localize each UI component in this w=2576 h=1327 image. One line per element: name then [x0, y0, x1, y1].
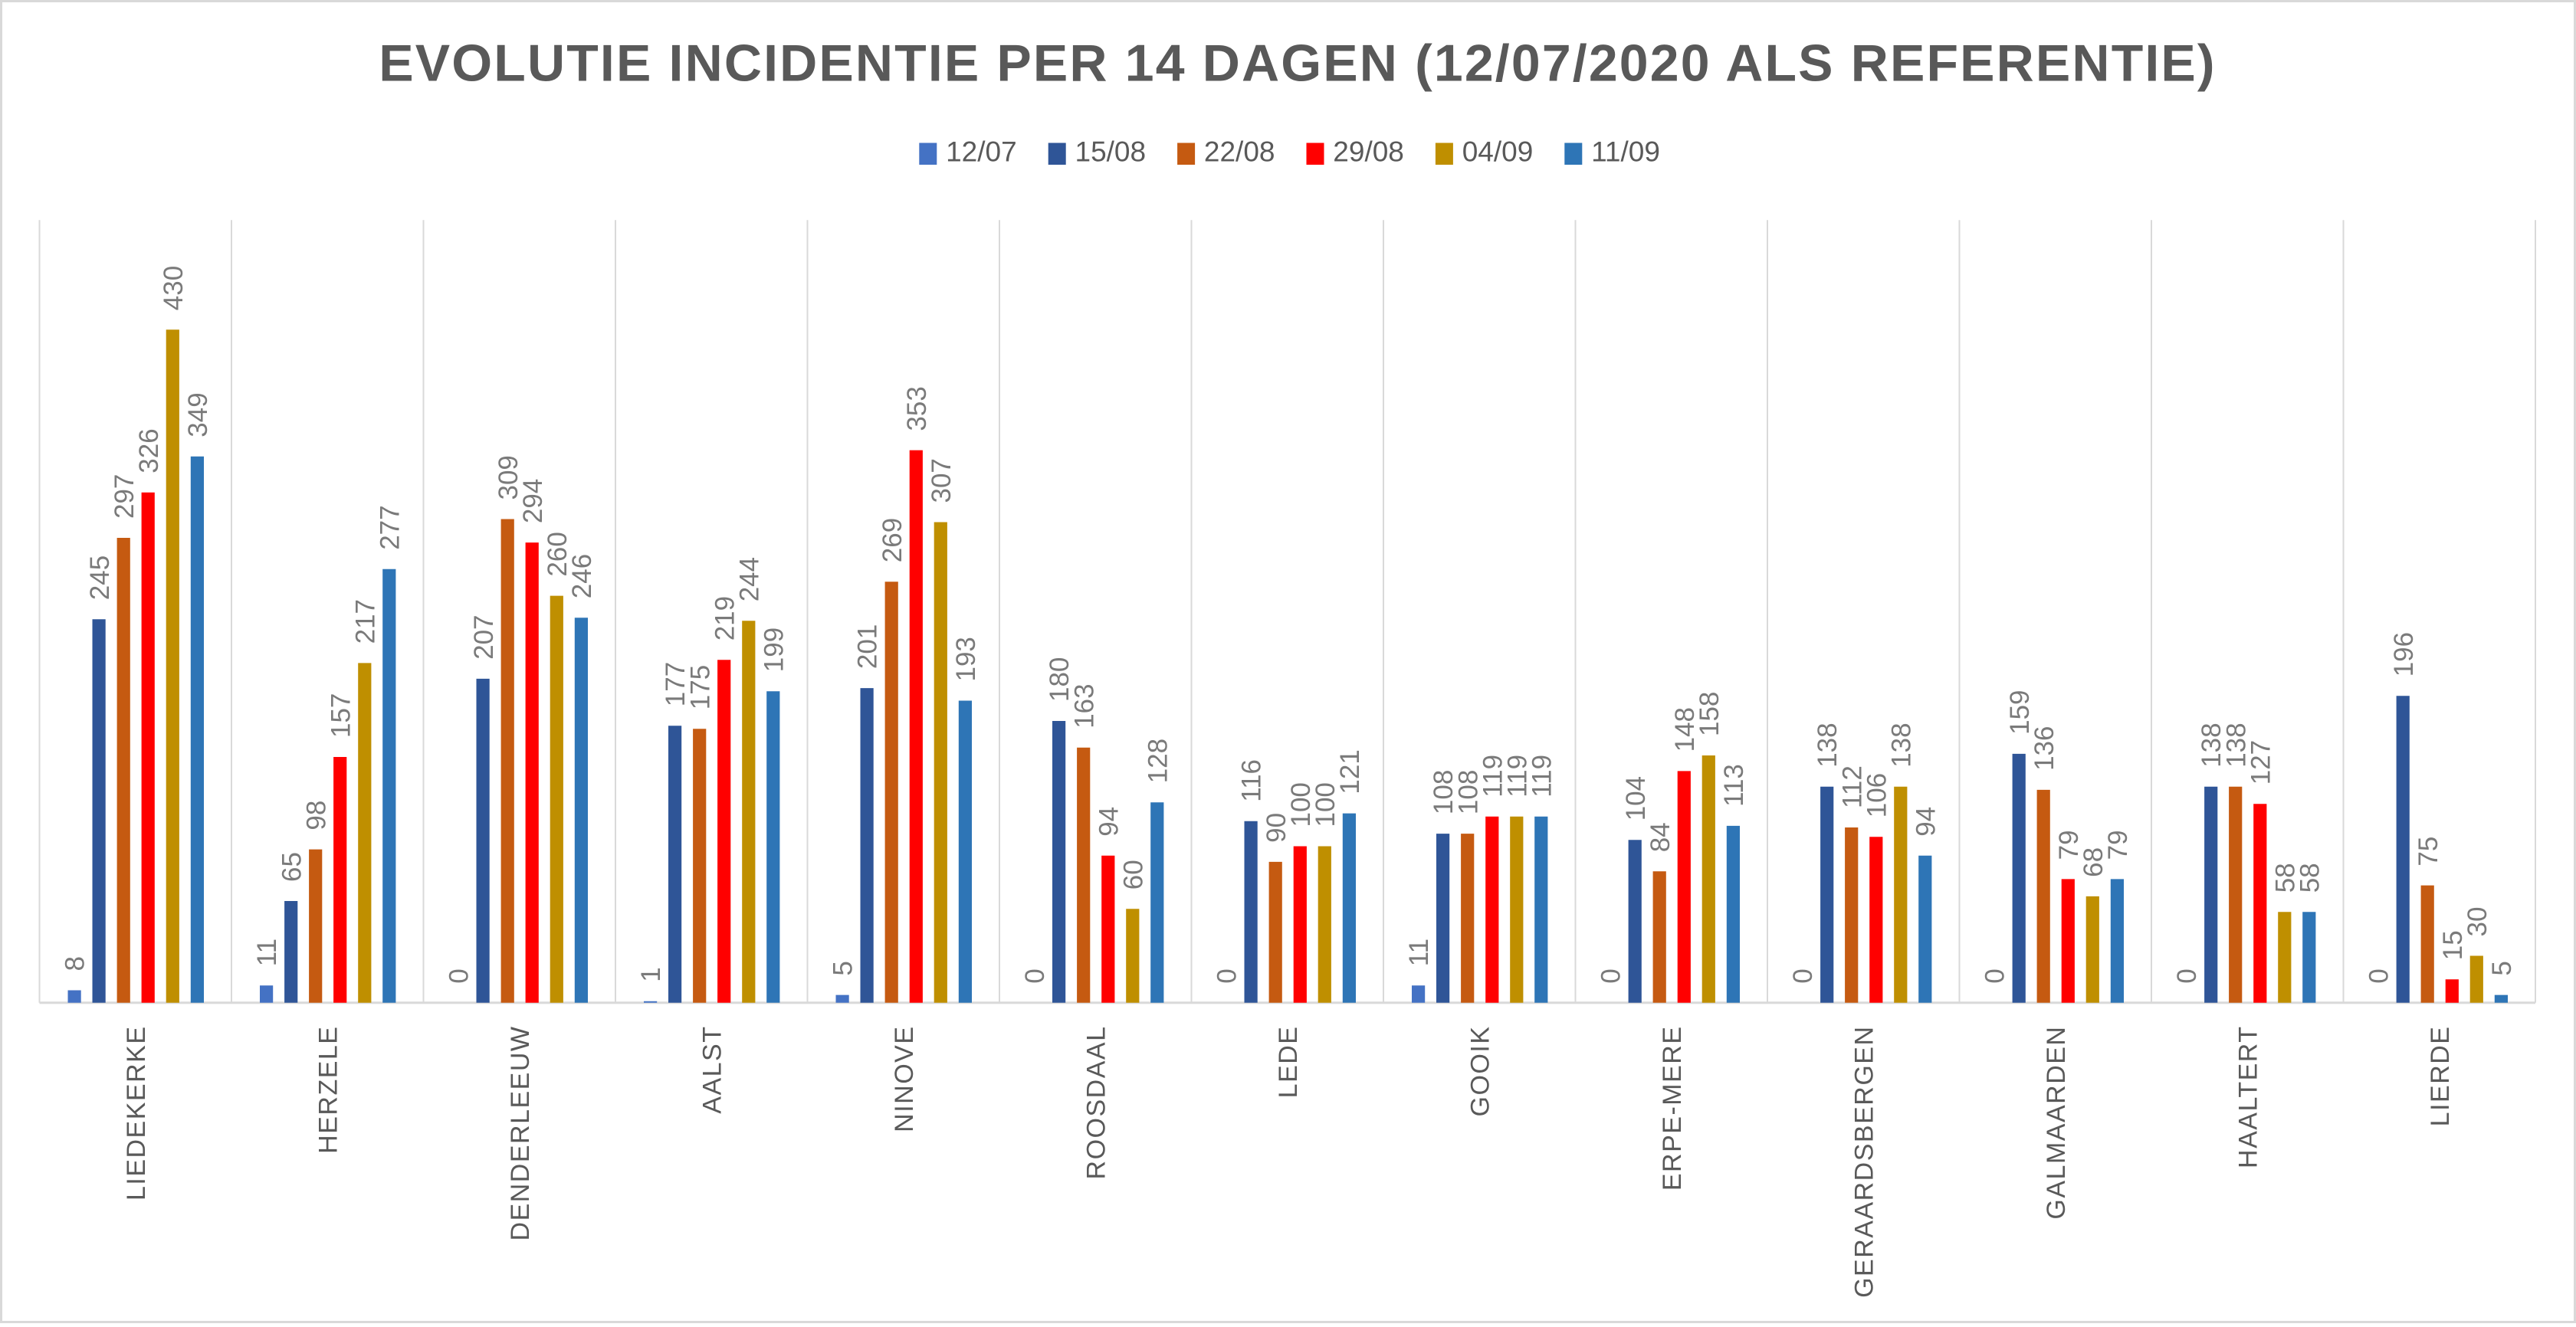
svg-text:29/08: 29/08 [1333, 136, 1404, 168]
svg-text:294: 294 [518, 479, 548, 523]
svg-text:GOOIK: GOOIK [1466, 1026, 1495, 1117]
svg-text:LIEDEKERKE: LIEDEKERKE [122, 1026, 151, 1201]
svg-text:199: 199 [760, 627, 789, 672]
svg-text:79: 79 [2103, 830, 2133, 860]
svg-text:108: 108 [1453, 770, 1483, 814]
svg-text:430: 430 [159, 266, 189, 310]
svg-text:260: 260 [543, 532, 573, 576]
svg-text:ROOSDAAL: ROOSDAAL [1082, 1026, 1111, 1180]
svg-text:163: 163 [1069, 683, 1099, 728]
svg-text:EVOLUTIE INCIDENTIE PER 14 DAG: EVOLUTIE INCIDENTIE PER 14 DAGEN (12/07/… [379, 34, 2216, 93]
svg-text:0: 0 [1213, 968, 1242, 983]
svg-text:245: 245 [85, 555, 115, 600]
svg-text:297: 297 [110, 474, 139, 519]
svg-text:98: 98 [301, 801, 331, 831]
svg-text:11: 11 [252, 939, 282, 966]
svg-text:94: 94 [1911, 807, 1941, 837]
svg-text:175: 175 [685, 665, 715, 709]
svg-text:1: 1 [636, 967, 666, 981]
svg-text:94: 94 [1094, 807, 1124, 837]
svg-text:309: 309 [494, 455, 523, 500]
svg-text:127: 127 [2246, 740, 2276, 785]
svg-text:NINOVE: NINOVE [890, 1026, 919, 1132]
svg-text:112: 112 [1837, 765, 1867, 808]
svg-text:148: 148 [1670, 707, 1700, 752]
svg-text:90: 90 [1262, 813, 1291, 843]
svg-text:0: 0 [1020, 968, 1050, 983]
svg-text:307: 307 [927, 458, 957, 503]
svg-text:ERPE-MERE: ERPE-MERE [1658, 1026, 1687, 1191]
svg-text:LIERDE: LIERDE [2426, 1026, 2455, 1127]
svg-text:196: 196 [2389, 632, 2419, 677]
svg-text:180: 180 [1045, 657, 1075, 702]
svg-text:0: 0 [445, 968, 474, 983]
svg-text:116: 116 [1237, 759, 1267, 802]
svg-text:219: 219 [710, 596, 740, 641]
svg-text:193: 193 [951, 637, 981, 681]
svg-text:246: 246 [567, 554, 597, 598]
svg-text:DENDERLEEUW: DENDERLEEUW [506, 1026, 535, 1241]
svg-text:177: 177 [661, 662, 691, 706]
svg-text:207: 207 [469, 614, 499, 659]
svg-text:58: 58 [2270, 863, 2300, 893]
svg-text:157: 157 [326, 693, 356, 738]
svg-text:LEDE: LEDE [1274, 1026, 1303, 1099]
svg-text:113: 113 [1719, 764, 1749, 807]
svg-text:58: 58 [2295, 863, 2325, 893]
svg-text:15: 15 [2438, 930, 2468, 960]
svg-text:100: 100 [1286, 782, 1316, 827]
svg-text:119: 119 [1502, 755, 1532, 798]
svg-text:65: 65 [277, 852, 307, 882]
svg-text:0: 0 [2364, 968, 2394, 983]
svg-text:GERAARDSBERGEN: GERAARDSBERGEN [1850, 1026, 1879, 1298]
svg-text:0: 0 [1596, 968, 1626, 983]
svg-text:60: 60 [1118, 860, 1148, 890]
svg-text:158: 158 [1695, 692, 1724, 736]
svg-text:349: 349 [183, 392, 213, 437]
svg-text:108: 108 [1429, 770, 1459, 814]
svg-text:HERZELE: HERZELE [314, 1026, 343, 1154]
svg-text:22/08: 22/08 [1204, 136, 1275, 168]
svg-text:0: 0 [2172, 968, 2202, 983]
svg-text:119: 119 [1527, 755, 1557, 798]
svg-text:HAALTERT: HAALTERT [2234, 1026, 2263, 1168]
svg-text:11: 11 [1404, 939, 1434, 966]
svg-text:AALST: AALST [698, 1026, 727, 1114]
svg-text:104: 104 [1621, 776, 1651, 821]
svg-text:30: 30 [2463, 907, 2492, 937]
svg-text:0: 0 [1980, 968, 2010, 983]
svg-text:100: 100 [1311, 782, 1341, 827]
svg-text:138: 138 [2197, 722, 2227, 767]
svg-text:5: 5 [829, 961, 858, 975]
svg-text:326: 326 [134, 428, 164, 473]
svg-text:12/07: 12/07 [946, 136, 1017, 168]
svg-text:0: 0 [1788, 968, 1818, 983]
svg-text:217: 217 [350, 599, 380, 644]
svg-text:269: 269 [878, 518, 907, 562]
svg-text:138: 138 [2221, 722, 2251, 767]
svg-text:244: 244 [734, 557, 764, 601]
svg-text:84: 84 [1646, 822, 1675, 852]
svg-text:11/09: 11/09 [1591, 136, 1660, 168]
svg-text:79: 79 [2054, 830, 2084, 860]
svg-text:138: 138 [1886, 722, 1916, 767]
svg-text:GALMAARDEN: GALMAARDEN [2042, 1026, 2071, 1220]
svg-text:201: 201 [853, 624, 883, 669]
svg-text:121: 121 [1335, 749, 1365, 794]
svg-text:68: 68 [2079, 847, 2108, 877]
svg-text:106: 106 [1862, 773, 1892, 817]
svg-text:138: 138 [1813, 722, 1843, 767]
svg-text:8: 8 [61, 956, 90, 971]
svg-text:15/08: 15/08 [1075, 136, 1147, 168]
svg-text:5: 5 [2487, 961, 2517, 975]
svg-text:277: 277 [376, 505, 405, 549]
svg-text:136: 136 [2030, 726, 2059, 770]
svg-text:353: 353 [902, 386, 932, 431]
svg-text:75: 75 [2414, 837, 2443, 867]
svg-text:128: 128 [1143, 739, 1173, 783]
svg-text:04/09: 04/09 [1462, 136, 1534, 168]
svg-text:119: 119 [1478, 755, 1508, 798]
svg-text:159: 159 [2005, 690, 2035, 734]
